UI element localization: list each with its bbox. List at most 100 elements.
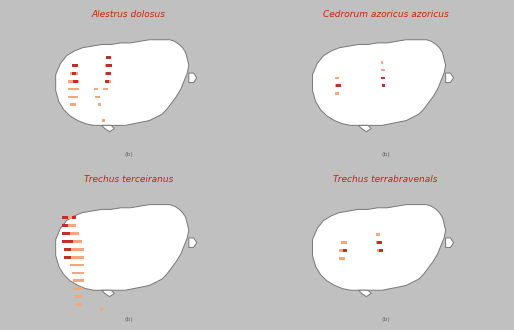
Bar <box>71 224 75 227</box>
Bar <box>71 232 75 235</box>
Bar <box>67 232 69 235</box>
Bar <box>379 249 382 252</box>
Bar <box>343 249 345 252</box>
Bar <box>67 224 69 227</box>
Polygon shape <box>56 40 189 125</box>
Text: (b): (b) <box>381 317 390 322</box>
Bar <box>65 232 68 235</box>
Bar <box>106 80 109 82</box>
Bar <box>62 224 65 227</box>
Bar <box>78 303 81 306</box>
Text: Alestrus dolosus: Alestrus dolosus <box>91 10 166 18</box>
Bar <box>68 80 71 82</box>
Bar <box>75 272 78 274</box>
Bar <box>71 72 75 75</box>
Polygon shape <box>358 125 371 132</box>
Bar <box>70 96 73 98</box>
Bar <box>379 249 382 252</box>
Bar <box>377 234 380 236</box>
Bar <box>65 224 68 227</box>
Bar <box>67 240 69 243</box>
Bar <box>75 232 78 235</box>
Bar <box>76 287 79 290</box>
Bar <box>338 84 341 87</box>
Bar <box>71 64 75 67</box>
Bar <box>106 72 109 75</box>
Bar <box>73 216 76 219</box>
Bar <box>75 280 78 282</box>
Bar <box>73 96 76 98</box>
Bar <box>376 242 379 244</box>
Bar <box>68 256 71 258</box>
Bar <box>109 64 113 67</box>
Bar <box>106 72 109 75</box>
Bar <box>379 242 382 244</box>
Bar <box>377 242 380 244</box>
Bar <box>343 249 345 252</box>
Bar <box>78 256 81 258</box>
Bar <box>73 104 76 106</box>
Bar <box>71 256 75 258</box>
Bar <box>344 249 347 252</box>
Bar <box>75 88 78 90</box>
Bar <box>68 232 71 235</box>
Bar <box>99 104 101 106</box>
Text: (b): (b) <box>124 317 133 322</box>
Bar <box>75 80 78 82</box>
Bar <box>338 84 341 87</box>
Bar <box>70 256 73 258</box>
Bar <box>65 248 68 250</box>
Bar <box>94 88 97 90</box>
Bar <box>105 88 107 90</box>
Bar <box>75 240 78 243</box>
Bar <box>62 216 65 219</box>
Bar <box>68 248 71 250</box>
Bar <box>106 56 109 59</box>
Bar <box>73 72 76 75</box>
Bar <box>70 88 73 90</box>
Bar <box>336 84 339 87</box>
Text: (b): (b) <box>124 152 133 157</box>
Bar <box>73 88 76 90</box>
Bar <box>78 264 81 266</box>
Bar <box>343 257 345 260</box>
Bar <box>67 216 69 219</box>
Bar <box>64 224 66 227</box>
Bar <box>341 257 344 260</box>
Bar <box>75 295 78 298</box>
Bar <box>76 80 79 82</box>
Bar <box>105 64 107 67</box>
Bar <box>106 64 109 67</box>
Bar <box>76 256 79 258</box>
Bar <box>106 80 109 82</box>
Bar <box>75 64 78 67</box>
Bar <box>71 88 75 90</box>
Bar <box>70 264 73 266</box>
Bar <box>75 256 78 258</box>
Bar <box>76 88 79 90</box>
Bar <box>76 232 79 235</box>
Polygon shape <box>102 290 114 297</box>
Bar <box>73 80 76 82</box>
Bar <box>80 256 82 258</box>
Polygon shape <box>358 290 371 297</box>
Bar <box>108 64 111 67</box>
Bar <box>343 242 345 244</box>
Bar <box>75 72 78 75</box>
Bar <box>95 96 98 98</box>
Bar <box>339 257 342 260</box>
Bar <box>80 272 82 274</box>
Bar <box>68 216 71 219</box>
Bar <box>102 119 104 122</box>
Bar <box>100 308 103 311</box>
Bar <box>108 80 111 82</box>
Bar <box>73 224 76 227</box>
Bar <box>81 280 84 282</box>
Polygon shape <box>56 205 189 290</box>
Bar <box>71 96 75 98</box>
Bar <box>65 224 68 227</box>
Polygon shape <box>102 125 114 132</box>
Bar <box>382 69 385 72</box>
Bar <box>65 240 68 243</box>
Bar <box>70 224 73 227</box>
